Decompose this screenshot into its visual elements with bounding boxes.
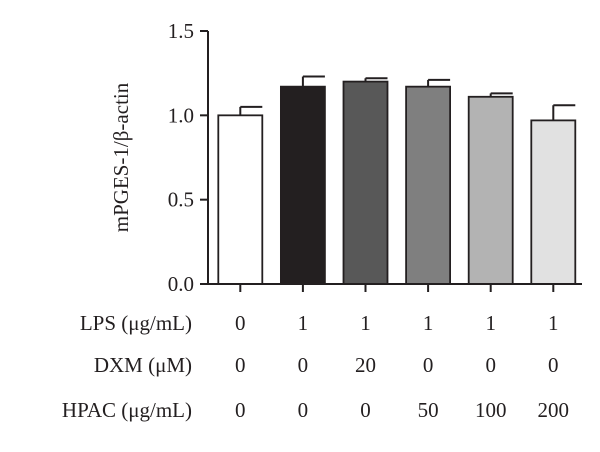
condition-cell: 0 [235, 311, 246, 335]
y-tick-label: 0.0 [168, 272, 194, 296]
axis-layer [207, 31, 582, 285]
condition-cell: 0 [235, 353, 246, 377]
condition-cell: 20 [355, 353, 376, 377]
y-axis-title: mPGES-1/β-actin [109, 82, 133, 232]
condition-cell: 1 [298, 311, 309, 335]
condition-cell: 0 [485, 353, 496, 377]
bar [405, 85, 452, 285]
condition-cell: 0 [360, 398, 371, 422]
condition-cell: 1 [548, 311, 559, 335]
condition-cell: 1 [423, 311, 434, 335]
condition-cell: 1 [360, 311, 371, 335]
bar [530, 119, 577, 285]
condition-cell: 50 [418, 398, 439, 422]
condition-cell: 0 [548, 353, 559, 377]
condition-cell: 100 [475, 398, 507, 422]
bars-layer [217, 75, 577, 292]
y-tick-label: 1.0 [168, 103, 194, 127]
bar-group [279, 75, 326, 292]
condition-cell: 0 [298, 398, 309, 422]
condition-cell: 0 [235, 398, 246, 422]
y-tick-label: 1.5 [168, 19, 194, 43]
y-ticks-layer: 0.0 0.5 1.0 1.5 [168, 19, 208, 296]
bar [342, 80, 389, 285]
condition-cell: 1 [485, 311, 496, 335]
condition-row-label: LPS (μg/mL) [80, 311, 192, 335]
bar-group [467, 92, 514, 292]
condition-cell: 200 [538, 398, 570, 422]
bar-group [342, 77, 389, 292]
condition-row-label: HPAC (μg/mL) [62, 398, 192, 422]
bar-group [217, 105, 264, 292]
condition-row-label: DXM (μM) [94, 353, 192, 377]
condition-cell: 0 [298, 353, 309, 377]
bar [279, 85, 326, 285]
bar-group [530, 104, 577, 292]
bar [467, 95, 514, 285]
bar [217, 114, 264, 285]
bar-group [405, 78, 452, 292]
y-tick-label: 0.5 [168, 188, 194, 212]
condition-cell: 0 [423, 353, 434, 377]
